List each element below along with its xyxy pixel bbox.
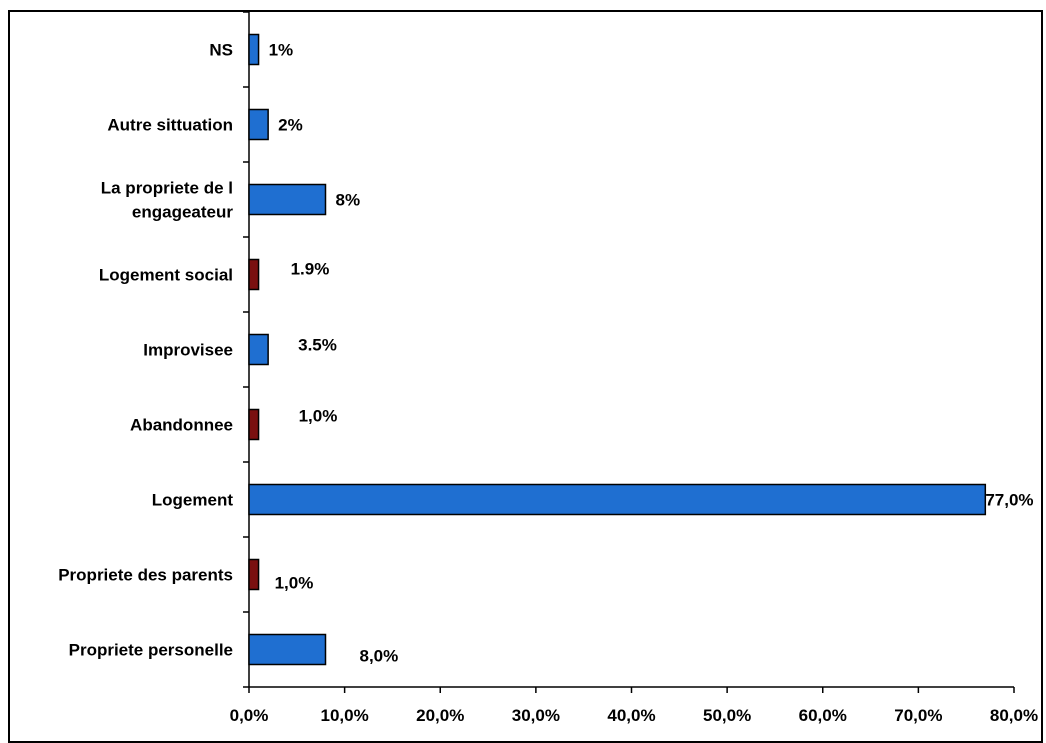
- category-label: Propriete personelle: [69, 641, 233, 660]
- category-label: Autre sittuation: [107, 116, 233, 135]
- data-label: 1%: [269, 41, 294, 60]
- category-label: NS: [209, 41, 233, 60]
- bar: [248, 333, 269, 366]
- category-label: engageateur: [132, 203, 233, 222]
- data-label: 77,0%: [985, 491, 1033, 510]
- bar: [248, 633, 327, 666]
- x-tick-label: 30,0%: [512, 706, 560, 725]
- category-label: Propriete des parents: [58, 566, 233, 585]
- bar: [248, 408, 260, 441]
- x-tick-label: 40,0%: [607, 706, 655, 725]
- bar: [248, 33, 260, 66]
- data-label: 3.5%: [298, 336, 337, 355]
- category-label: La propriete de l: [101, 179, 233, 198]
- x-tick-label: 80,0%: [990, 706, 1038, 725]
- x-tick-label: 10,0%: [321, 706, 369, 725]
- x-tick-label: 0,0%: [230, 706, 269, 725]
- data-label: 8,0%: [360, 647, 399, 666]
- data-label: 1.9%: [291, 260, 330, 279]
- bar: [248, 183, 327, 216]
- bar: [248, 483, 987, 516]
- data-label: 1,0%: [275, 574, 314, 593]
- category-label: Logement: [152, 491, 234, 510]
- category-label: Abandonnee: [130, 416, 233, 435]
- category-label: Logement social: [99, 266, 233, 285]
- chart-frame: [8, 10, 1043, 743]
- bar: [248, 108, 269, 141]
- x-tick-label: 70,0%: [894, 706, 942, 725]
- x-tick-label: 60,0%: [799, 706, 847, 725]
- axis-layer: [243, 11, 1015, 693]
- bar: [248, 258, 260, 291]
- data-label: 2%: [278, 116, 303, 135]
- x-tick-label: 50,0%: [703, 706, 751, 725]
- category-label: Improvisee: [143, 341, 233, 360]
- data-label: 1,0%: [299, 407, 338, 426]
- bar: [248, 558, 260, 591]
- bars-layer: [248, 33, 987, 666]
- x-tick-label: 20,0%: [416, 706, 464, 725]
- data-label: 8%: [336, 191, 361, 210]
- text-layer: 0,0% 10,0% 20,0% 30,0% 40,0% 50,0% 60,0% 70,0% 8…: [58, 41, 1038, 726]
